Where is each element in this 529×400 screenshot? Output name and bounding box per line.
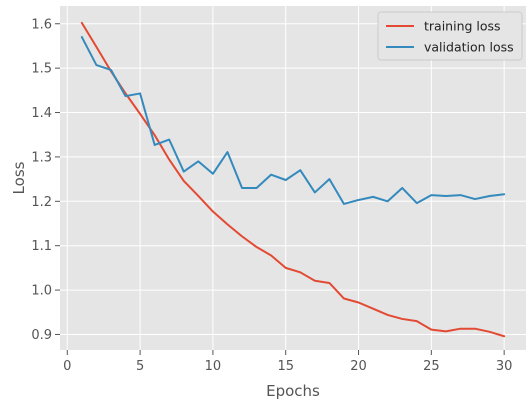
y-tick-label: 1.1 [31, 239, 52, 254]
x-tick-label: 20 [350, 359, 367, 374]
y-tick-label: 1.5 [31, 62, 52, 77]
y-tick-label: 1.6 [31, 17, 52, 32]
plot-background [60, 6, 526, 350]
series-line-validation-loss [80, 36, 506, 205]
y-tick-label: 1.2 [31, 195, 52, 210]
series-layer [80, 21, 506, 338]
y-tick-label: 1.4 [31, 106, 52, 121]
x-tick-label: 15 [277, 359, 294, 374]
y-tick-label: 1.0 [31, 284, 52, 299]
legend-label: training loss [424, 19, 501, 34]
x-tick-label: 0 [63, 359, 71, 374]
y-axis-label: Loss [10, 161, 28, 194]
x-tick-label: 5 [136, 359, 144, 374]
x-tick-label: 25 [423, 359, 440, 374]
grid [60, 6, 526, 350]
x-tick-label: 10 [205, 359, 222, 374]
axis-ticks: 0 5 10 15 20 25 30 0.9 1.0 1.1 1.2 1.3 1.4 1.5 1.6 [31, 17, 512, 374]
legend-label: validation loss [424, 40, 514, 55]
series-line-training-loss [80, 21, 506, 338]
y-tick-label: 1.3 [31, 150, 52, 165]
legend: training loss validation loss [377, 11, 523, 61]
y-tick-label: 0.9 [31, 328, 52, 343]
x-tick-label: 30 [496, 359, 513, 374]
x-axis-label: Epochs [266, 382, 320, 400]
